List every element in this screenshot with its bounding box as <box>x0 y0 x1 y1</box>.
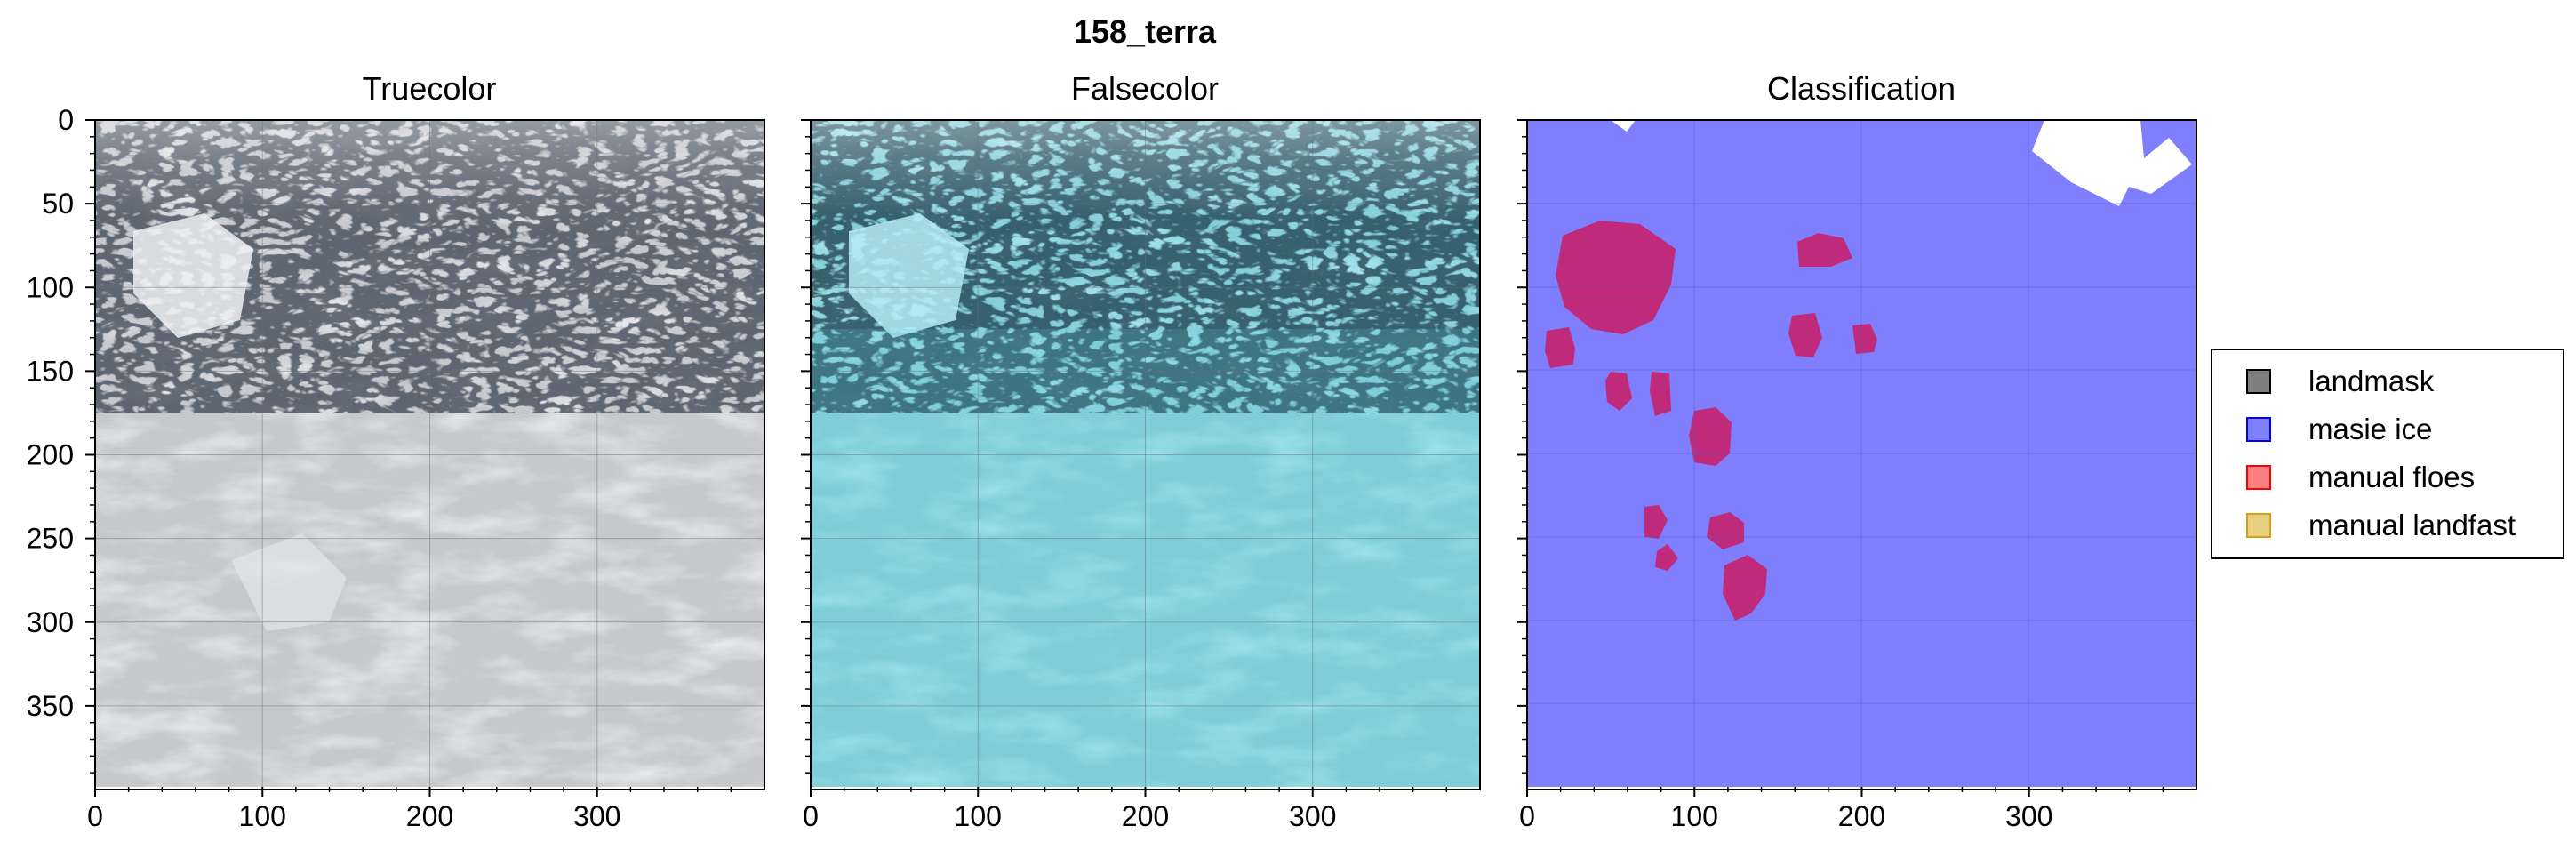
x-tick-label: 300 <box>1289 800 1336 832</box>
y-tick-label: 350 <box>27 690 74 722</box>
y-tick-label: 300 <box>27 606 74 638</box>
x-tick-label: 0 <box>87 800 103 832</box>
panel-title-falsecolor: Falsecolor <box>1071 70 1219 107</box>
falsecolor-image <box>811 120 1480 787</box>
panel-classification: Classification <box>1527 70 2196 787</box>
no-data-region <box>2032 120 2192 206</box>
legend-label: landmask <box>2308 365 2435 397</box>
legend-swatch <box>2246 513 2271 538</box>
x-tick-label: 200 <box>1838 800 1885 832</box>
legend-label: masie ice <box>2308 413 2432 445</box>
truecolor-image <box>95 120 764 787</box>
legend-swatch <box>2246 417 2271 442</box>
panel-title-classification: Classification <box>1767 70 1956 107</box>
legend-swatch <box>2246 465 2271 490</box>
x-tick-label: 100 <box>1671 800 1718 832</box>
x-tick-label: 200 <box>1122 800 1169 832</box>
legend-item: landmask <box>2246 365 2435 397</box>
axes-layer: 0 100 200 300 0 50 100 150 200 250 300 350 0 100 200 30… <box>27 104 2197 832</box>
classification-image <box>1527 120 2196 787</box>
manual-floes <box>1545 221 1877 621</box>
y-tick-label: 50 <box>42 188 74 220</box>
legend-item: masie ice <box>2246 413 2432 445</box>
x-tick-label: 300 <box>2005 800 2052 832</box>
x-tick-label: 300 <box>573 800 620 832</box>
x-tick-label: 0 <box>803 800 819 832</box>
legend-label: manual floes <box>2308 461 2475 493</box>
panel-falsecolor: Falsecolor <box>811 70 1480 787</box>
legend-swatch <box>2246 369 2271 394</box>
legend-item: manual landfast <box>2246 509 2516 541</box>
x-tick-label: 0 <box>1519 800 1535 832</box>
x-tick-label: 200 <box>406 800 453 832</box>
y-tick-label: 250 <box>27 523 74 555</box>
panel-truecolor: Truecolor <box>95 70 764 787</box>
y-tick-label: 150 <box>27 355 74 387</box>
y-tick-label: 100 <box>27 271 74 303</box>
x-tick-label: 100 <box>955 800 1002 832</box>
legend: landmask masie ice manual floes manual land… <box>2211 349 2564 559</box>
legend-item: manual floes <box>2246 461 2475 493</box>
x-tick-label: 100 <box>239 800 286 832</box>
panel-title-truecolor: Truecolor <box>363 70 497 107</box>
legend-label: manual landfast <box>2308 509 2516 541</box>
no-data-region <box>1611 120 1636 132</box>
figure-suptitle: 158_terra <box>1074 13 1217 50</box>
y-tick-label: 0 <box>58 104 74 136</box>
y-tick-label: 200 <box>27 439 74 471</box>
